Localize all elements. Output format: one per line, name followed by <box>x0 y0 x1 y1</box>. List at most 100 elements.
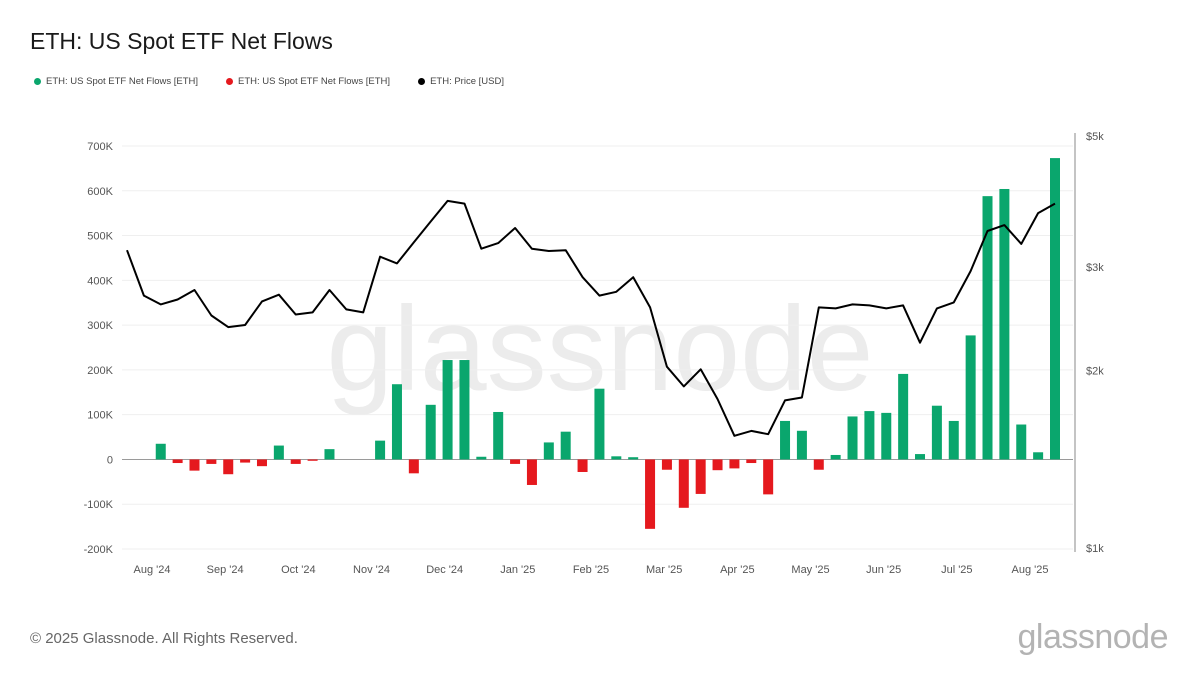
inflow-bar[interactable] <box>999 188 1010 460</box>
outflow-bar[interactable] <box>526 459 537 485</box>
outflow-bar[interactable] <box>189 459 200 471</box>
inflow-bar[interactable] <box>1016 424 1027 460</box>
x-tick-label: Mar '25 <box>646 564 682 576</box>
outflow-bar[interactable] <box>256 459 267 467</box>
legend-item-price[interactable]: ETH: Price [USD] <box>418 76 504 87</box>
x-tick-label: Feb '25 <box>573 564 609 576</box>
inflow-bar[interactable] <box>948 420 959 460</box>
legend-dot-outflows <box>226 78 234 85</box>
right-tick-label: $1k <box>1086 543 1104 555</box>
outflow-bar[interactable] <box>813 459 824 470</box>
legend-label-price: ETH: Price [USD] <box>430 76 504 87</box>
inflow-bar[interactable] <box>796 430 807 460</box>
x-tick-label: May '25 <box>791 564 829 576</box>
legend-dot-price <box>418 78 426 85</box>
glassnode-logo: glassnode <box>1017 618 1168 656</box>
x-tick-label: Apr '25 <box>720 564 755 576</box>
x-tick-label: Aug '24 <box>134 564 171 576</box>
left-tick-label: 700K <box>87 141 113 153</box>
left-tick-label: 100K <box>87 410 113 422</box>
outflow-bar[interactable] <box>172 459 183 464</box>
outflow-bar[interactable] <box>223 459 234 475</box>
outflow-bar[interactable] <box>712 459 723 471</box>
right-tick-label: $2k <box>1086 366 1104 378</box>
inflow-bar[interactable] <box>493 411 504 460</box>
outflow-bar[interactable] <box>746 459 757 464</box>
legend-label-outflows: ETH: US Spot ETF Net Flows [ETH] <box>238 76 391 87</box>
x-tick-label: Dec '24 <box>426 564 463 576</box>
x-tick-label: Oct '24 <box>281 564 316 576</box>
inflow-bar[interactable] <box>898 373 909 460</box>
legend-item-inflows[interactable]: ETH: US Spot ETF Net Flows [ETH] <box>34 76 198 87</box>
inflow-bar[interactable] <box>425 404 436 460</box>
left-tick-label: 600K <box>87 186 113 198</box>
outflow-bar[interactable] <box>510 459 521 464</box>
left-tick-label: 200K <box>87 365 113 377</box>
price-line[interactable] <box>126 199 1056 437</box>
inflow-bar[interactable] <box>442 360 453 460</box>
inflow-bar[interactable] <box>375 440 386 460</box>
left-tick-label: -200K <box>84 544 114 556</box>
outflow-bar[interactable] <box>577 459 588 472</box>
inflow-bar[interactable] <box>273 445 284 460</box>
gridlines <box>122 145 1073 550</box>
inflow-bar[interactable] <box>560 431 571 460</box>
inflow-bar[interactable] <box>391 384 402 460</box>
inflow-bar[interactable] <box>1050 158 1060 460</box>
left-tick-label: 300K <box>87 320 113 332</box>
x-axis: Aug '24 Sep '24 Oct '24 Nov '24 Dec '24 Jan '… <box>134 564 1049 576</box>
inflow-bar[interactable] <box>543 442 554 460</box>
legend-dot-inflows <box>34 78 41 85</box>
outflow-bar[interactable] <box>290 459 301 464</box>
x-tick-label: Jan '25 <box>500 564 535 576</box>
legend: ETH: US Spot ETF Net Flows [ETH] ETH: US… <box>34 76 504 87</box>
chart-title: ETH: US Spot ETF Net Flows <box>30 28 333 54</box>
x-tick-label: Aug '25 <box>1012 564 1049 576</box>
left-axis: 700K 600K 500K 400K 300K 200K 100K 0 -100K -200K <box>84 141 114 556</box>
outflow-bar[interactable] <box>206 459 217 464</box>
copyright-footer: © 2025 Glassnode. All Rights Reserved. <box>30 630 298 647</box>
inflow-bar[interactable] <box>611 456 622 460</box>
outflow-bar[interactable] <box>729 459 740 469</box>
right-tick-label: $3k <box>1086 262 1104 274</box>
outflow-bar[interactable] <box>307 459 318 461</box>
inflow-bar[interactable] <box>594 388 605 460</box>
outflow-bar[interactable] <box>408 459 419 474</box>
right-tick-label: $5k <box>1086 131 1104 143</box>
inflow-bar[interactable] <box>628 457 639 460</box>
x-tick-label: Sep '24 <box>207 564 244 576</box>
legend-label-inflows: ETH: US Spot ETF Net Flows [ETH] <box>46 76 199 87</box>
left-tick-label: 400K <box>87 275 113 287</box>
x-tick-label: Jul '25 <box>941 564 972 576</box>
inflow-bar[interactable] <box>982 196 993 460</box>
left-tick-label: -100K <box>84 499 114 511</box>
inflow-bar[interactable] <box>830 454 841 460</box>
inflow-bar[interactable] <box>1033 452 1044 460</box>
inflow-bar[interactable] <box>847 416 858 460</box>
inflow-bar[interactable] <box>324 449 335 460</box>
x-tick-label: Jun '25 <box>866 564 901 576</box>
inflow-bar[interactable] <box>881 412 892 460</box>
inflow-bar[interactable] <box>931 405 942 460</box>
outflow-bar[interactable] <box>645 459 656 529</box>
inflow-bar[interactable] <box>459 360 470 460</box>
left-tick-label: 500K <box>87 231 113 243</box>
left-tick-label: 0 <box>107 454 113 466</box>
inflow-bar[interactable] <box>155 443 166 460</box>
legend-item-outflows[interactable]: ETH: US Spot ETF Net Flows [ETH] <box>226 76 390 87</box>
price-series <box>126 199 1056 437</box>
x-tick-label: Nov '24 <box>353 564 390 576</box>
outflow-bar[interactable] <box>695 459 706 494</box>
inflow-bar[interactable] <box>476 456 487 460</box>
flow-bars <box>155 158 1060 529</box>
outflow-bar[interactable] <box>240 459 251 463</box>
inflow-bar[interactable] <box>965 335 976 460</box>
right-axis: $5k $3k $2k $1k <box>1074 131 1104 555</box>
inflow-bar[interactable] <box>780 420 791 460</box>
outflow-bar[interactable] <box>678 459 689 508</box>
outflow-bar[interactable] <box>763 459 774 495</box>
inflow-bar[interactable] <box>864 411 875 460</box>
outflow-bar[interactable] <box>661 459 672 470</box>
inflow-bar[interactable] <box>915 454 926 460</box>
